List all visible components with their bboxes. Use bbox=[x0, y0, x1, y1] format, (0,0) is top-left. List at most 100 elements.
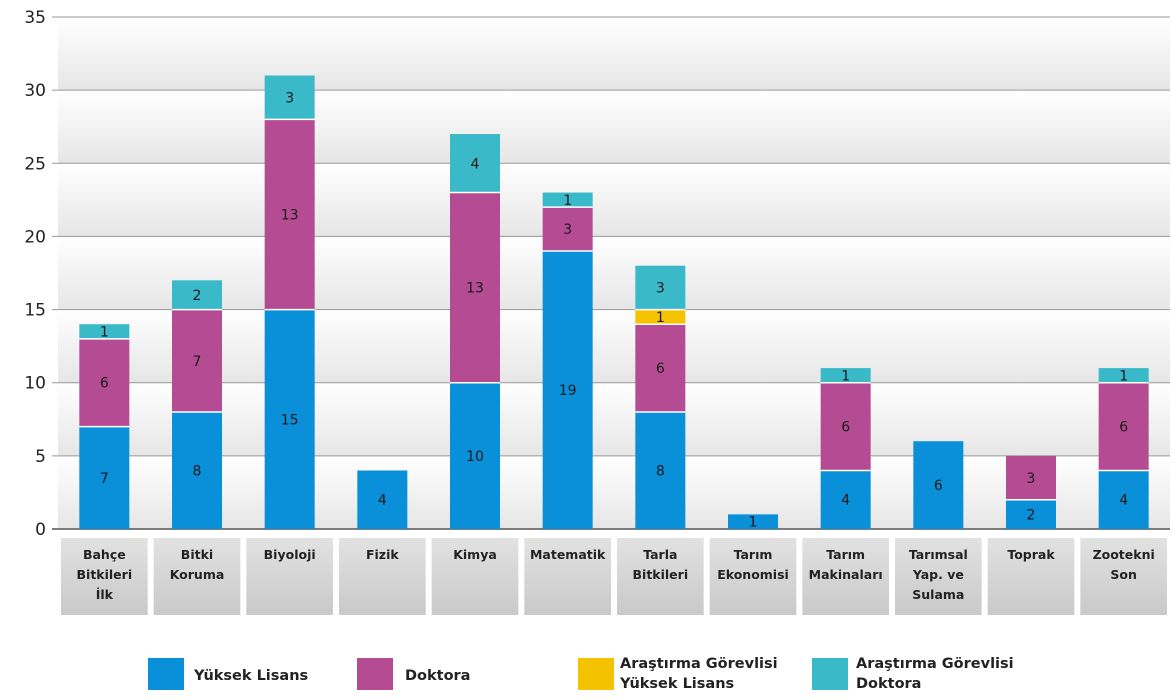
data-label: 1 bbox=[841, 368, 850, 384]
category-label: Fizik bbox=[366, 547, 399, 562]
data-label: 10 bbox=[466, 449, 484, 465]
bar-segment bbox=[635, 411, 686, 529]
bar-segment bbox=[635, 265, 686, 310]
category-label: Tarımsal bbox=[909, 547, 968, 562]
legend-item: Araştırma Görevlisi Doktora bbox=[812, 656, 1014, 692]
gridlines bbox=[52, 16, 1170, 530]
bar-segment bbox=[820, 368, 871, 383]
bar-stack: 4 6 1 bbox=[1098, 368, 1149, 529]
category-box bbox=[246, 538, 333, 615]
data-label: 1 bbox=[749, 515, 758, 531]
data-label: 6 bbox=[841, 420, 850, 436]
bar-segment bbox=[1098, 368, 1149, 383]
category-box bbox=[1080, 538, 1167, 615]
y-tick-label: 15 bbox=[24, 301, 46, 321]
data-label: 19 bbox=[559, 383, 577, 399]
data-label: 4 bbox=[841, 493, 850, 509]
legend-label: Yüksek Lisans bbox=[193, 668, 308, 684]
data-label: 3 bbox=[1027, 471, 1036, 487]
bar-segment bbox=[172, 309, 222, 412]
bar-segment bbox=[542, 207, 593, 252]
bar-segment bbox=[357, 470, 408, 529]
bar-stack: 6 bbox=[913, 441, 964, 529]
category-box bbox=[339, 538, 426, 615]
category-box bbox=[524, 538, 611, 615]
bar-segment bbox=[1006, 455, 1056, 500]
data-label: 2 bbox=[1027, 507, 1036, 523]
y-tick-label: 25 bbox=[24, 154, 46, 174]
bar-stack: 4 6 1 bbox=[820, 368, 871, 529]
bar-segment bbox=[1098, 382, 1149, 471]
data-label: 4 bbox=[378, 493, 387, 509]
bar-segment bbox=[728, 514, 778, 529]
data-label: 4 bbox=[1119, 493, 1128, 509]
bar-segment bbox=[79, 338, 130, 427]
y-tick-label: 10 bbox=[24, 374, 46, 394]
legend-label: Doktora bbox=[856, 676, 921, 692]
category-label: Biyoloji bbox=[264, 547, 316, 562]
category-label: Ekonomisi bbox=[717, 567, 789, 582]
category-label: Tarım bbox=[826, 547, 865, 562]
category-label: Bahçe bbox=[83, 547, 126, 562]
category-box bbox=[895, 538, 982, 615]
bar-segment bbox=[820, 470, 871, 529]
legend-swatch bbox=[357, 658, 393, 690]
legend-label: Doktora bbox=[405, 668, 470, 684]
data-label: 6 bbox=[934, 478, 943, 494]
bar-stack: 1 bbox=[728, 514, 778, 531]
data-label: 8 bbox=[656, 463, 665, 479]
bar-segment bbox=[79, 324, 130, 339]
data-label: 6 bbox=[1119, 420, 1128, 436]
category-box bbox=[61, 538, 148, 615]
category-box bbox=[617, 538, 704, 615]
y-tick-label: 30 bbox=[24, 81, 46, 101]
grid-band bbox=[58, 90, 1170, 164]
category-box bbox=[987, 538, 1075, 615]
grid-band bbox=[58, 382, 1170, 456]
bar-stack: 8 7 2 bbox=[172, 280, 222, 529]
legend-swatch bbox=[148, 658, 184, 690]
legend-swatch bbox=[578, 658, 614, 690]
data-label: 7 bbox=[193, 354, 202, 370]
bar-stack: 23 bbox=[1006, 455, 1056, 529]
category-box bbox=[431, 538, 519, 615]
legend-item: Doktora bbox=[357, 658, 470, 690]
data-label: 1 bbox=[1119, 368, 1128, 384]
data-label: 8 bbox=[193, 463, 202, 479]
bar-segment bbox=[264, 309, 315, 529]
y-tick-label: 35 bbox=[24, 8, 46, 28]
legend-item: Yüksek Lisans bbox=[148, 658, 308, 690]
category-label: İlk bbox=[96, 587, 114, 602]
data-label: 3 bbox=[563, 222, 572, 238]
category-label: Makinaları bbox=[809, 567, 883, 582]
bar-segment bbox=[79, 426, 130, 529]
category-label: Kimya bbox=[453, 547, 497, 562]
bar-segment bbox=[635, 309, 686, 325]
y-tick-label: 0 bbox=[35, 520, 46, 540]
bar-segment bbox=[820, 382, 871, 471]
data-label: 1 bbox=[563, 193, 572, 209]
bar-stack: 15 13 3 bbox=[264, 75, 315, 529]
category-label: Bitkileri bbox=[77, 567, 133, 582]
data-label: 15 bbox=[281, 412, 299, 428]
data-label: 13 bbox=[466, 281, 484, 297]
data-label: 6 bbox=[656, 361, 665, 377]
bar-segment bbox=[450, 382, 500, 529]
category-label: Tarım bbox=[734, 547, 773, 562]
grid-band bbox=[58, 163, 1170, 237]
bar-segment bbox=[542, 192, 593, 208]
data-label: 1 bbox=[656, 310, 665, 326]
category-box bbox=[709, 538, 797, 615]
data-label: 13 bbox=[281, 207, 299, 223]
category-label: Sulama bbox=[912, 587, 964, 602]
bar-segment bbox=[264, 75, 315, 120]
data-label: 6 bbox=[100, 376, 109, 392]
data-label: 1 bbox=[100, 325, 109, 341]
bar-stack: 8 6 1 3 bbox=[635, 265, 686, 529]
legend-label: Yüksek Lisans bbox=[619, 676, 734, 692]
bar-segment bbox=[913, 441, 964, 529]
bar-segment bbox=[1006, 499, 1056, 529]
bar-stack: 10 13 4 bbox=[450, 134, 500, 529]
category-label: Bitkileri bbox=[633, 567, 689, 582]
